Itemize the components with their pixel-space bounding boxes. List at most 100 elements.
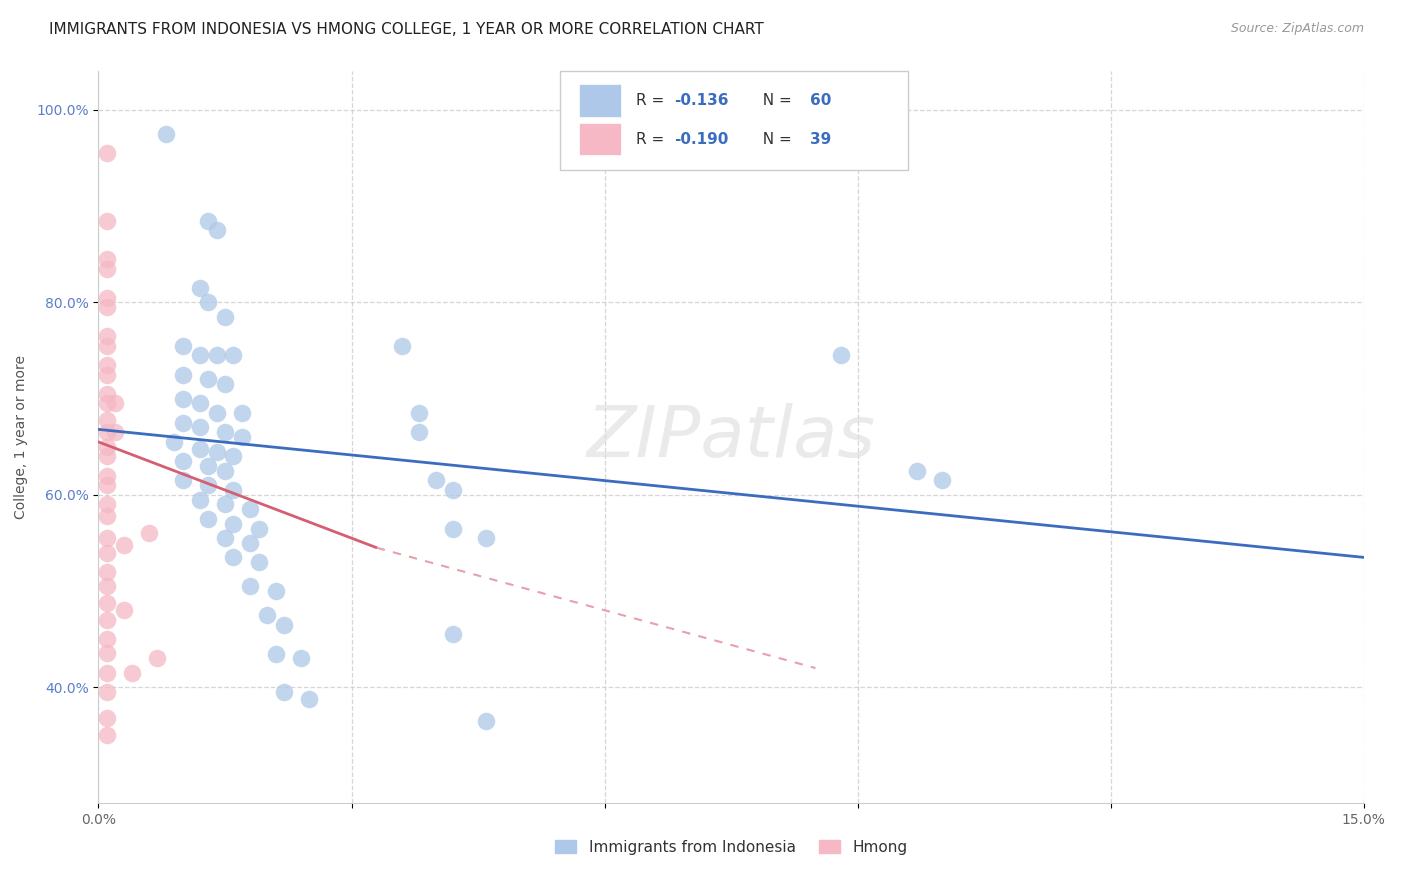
Point <box>96 358 118 372</box>
Point <box>96 728 118 742</box>
Text: 60: 60 <box>810 93 831 108</box>
Point <box>214 531 236 545</box>
Point <box>172 474 194 488</box>
Point <box>104 425 127 440</box>
Point <box>222 450 245 464</box>
Point <box>96 146 118 161</box>
Point <box>138 526 160 541</box>
Point <box>96 329 118 343</box>
Point <box>256 608 278 623</box>
FancyBboxPatch shape <box>560 71 908 170</box>
Point <box>205 223 228 237</box>
Point <box>96 261 118 276</box>
Point <box>96 579 118 593</box>
Point <box>96 596 118 610</box>
Point <box>197 295 219 310</box>
Point <box>239 502 262 516</box>
Point <box>96 531 118 545</box>
Point <box>146 651 169 665</box>
Point <box>163 434 186 449</box>
Point <box>96 685 118 699</box>
Point <box>188 281 211 295</box>
Point <box>222 483 245 497</box>
Point <box>931 474 953 488</box>
Point <box>172 416 194 430</box>
Point <box>121 665 143 680</box>
FancyBboxPatch shape <box>579 84 621 117</box>
Point <box>264 584 287 599</box>
Point <box>104 396 127 410</box>
Text: 39: 39 <box>810 131 831 146</box>
Point <box>214 377 236 392</box>
Point <box>112 603 135 617</box>
Text: -0.136: -0.136 <box>675 93 728 108</box>
Point <box>96 300 118 314</box>
Point <box>96 425 118 440</box>
Point <box>112 538 135 552</box>
Point <box>830 348 852 362</box>
Point <box>96 252 118 266</box>
Point <box>425 474 447 488</box>
Point <box>290 651 312 665</box>
Point <box>197 478 219 492</box>
Text: Source: ZipAtlas.com: Source: ZipAtlas.com <box>1230 22 1364 36</box>
Point <box>205 406 228 420</box>
Point <box>96 498 118 512</box>
Point <box>441 483 464 497</box>
Point <box>96 386 118 401</box>
Text: IMMIGRANTS FROM INDONESIA VS HMONG COLLEGE, 1 YEAR OR MORE CORRELATION CHART: IMMIGRANTS FROM INDONESIA VS HMONG COLLE… <box>49 22 763 37</box>
Point <box>475 531 498 545</box>
Point <box>475 714 498 728</box>
Text: N =: N = <box>752 131 796 146</box>
Point <box>214 464 236 478</box>
Point <box>96 711 118 725</box>
Point <box>222 516 245 531</box>
Point <box>188 348 211 362</box>
Point <box>905 464 928 478</box>
Point <box>222 550 245 565</box>
Point <box>205 444 228 458</box>
Point <box>96 632 118 647</box>
Point <box>96 338 118 352</box>
Point <box>172 392 194 406</box>
FancyBboxPatch shape <box>579 122 621 155</box>
Text: R =: R = <box>636 93 669 108</box>
Point <box>441 521 464 535</box>
Point <box>214 425 236 440</box>
Point <box>264 647 287 661</box>
Point <box>239 579 262 593</box>
Point <box>214 310 236 324</box>
Point <box>197 458 219 473</box>
Point <box>96 291 118 305</box>
Point <box>96 545 118 559</box>
Text: N =: N = <box>752 93 796 108</box>
Point <box>172 338 194 352</box>
Point <box>214 498 236 512</box>
Point <box>197 512 219 526</box>
Point <box>96 440 118 454</box>
Point <box>231 430 253 444</box>
Point <box>155 127 177 141</box>
Point <box>247 555 270 569</box>
Point <box>273 685 295 699</box>
Point <box>298 691 321 706</box>
Text: ZIPatlas: ZIPatlas <box>586 402 876 472</box>
Point <box>172 368 194 382</box>
Point <box>239 536 262 550</box>
Y-axis label: College, 1 year or more: College, 1 year or more <box>14 355 28 519</box>
Point <box>247 521 270 535</box>
Point <box>96 665 118 680</box>
Point <box>205 348 228 362</box>
Point <box>188 492 211 507</box>
Point <box>96 413 118 427</box>
Point <box>197 372 219 386</box>
Point <box>96 613 118 627</box>
Point <box>441 627 464 641</box>
Point <box>96 478 118 492</box>
Text: -0.190: -0.190 <box>675 131 728 146</box>
Point <box>391 338 413 352</box>
Point <box>96 468 118 483</box>
Point <box>96 396 118 410</box>
Point <box>222 348 245 362</box>
Point <box>96 646 118 660</box>
